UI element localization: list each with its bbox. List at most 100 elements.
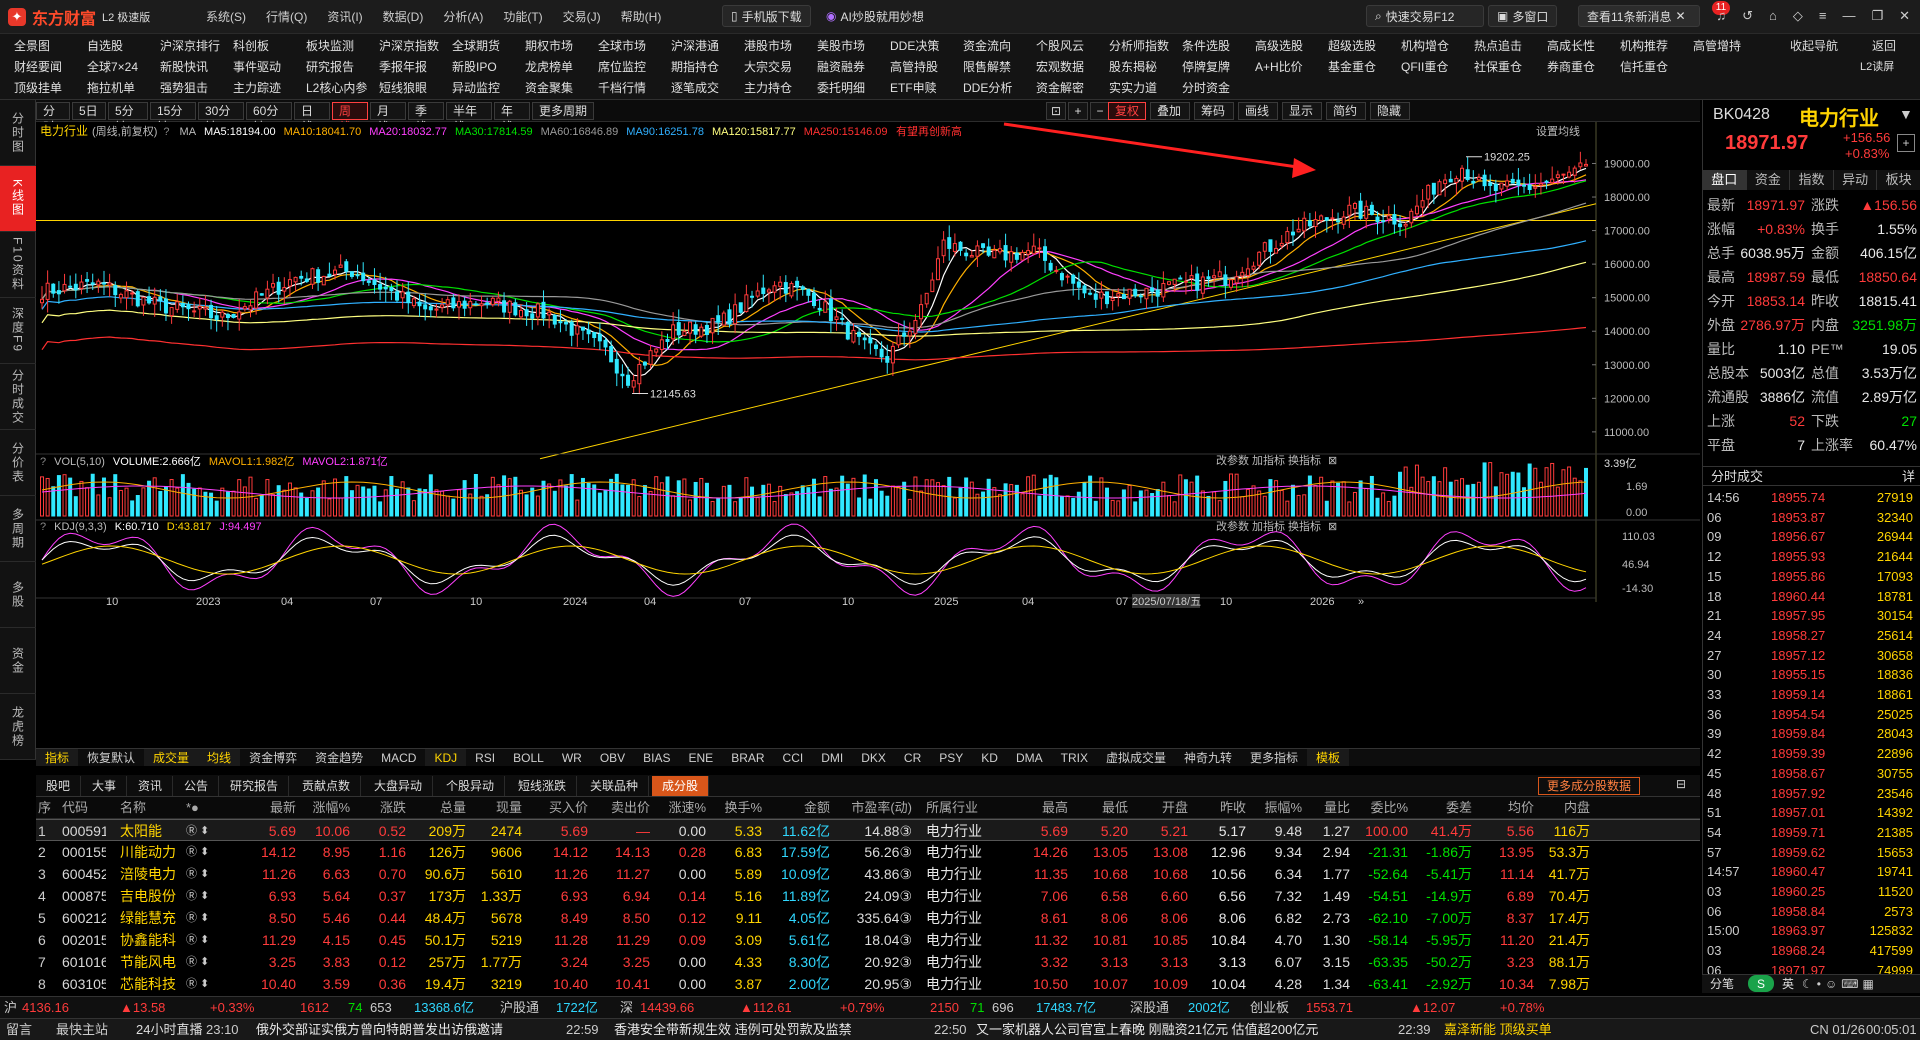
- nav-menu-item[interactable]: 全球7×24: [87, 60, 139, 74]
- table-row[interactable]: 3 600452 涪陵电力 Ⓡ ⬍ 11.26 6.63 0.70 90.6万 5610 11.2…: [36, 863, 1700, 885]
- nav-menu-item[interactable]: QFII重仓: [1401, 60, 1449, 74]
- plus-icon[interactable]: +: [1068, 102, 1088, 120]
- nav-menu-item[interactable]: 异动监控: [452, 81, 501, 95]
- nav-menu-item[interactable]: 个股风云: [1036, 39, 1085, 53]
- quote-tab[interactable]: 指数: [1790, 170, 1834, 190]
- nav-menu-item[interactable]: 高成长性: [1547, 39, 1596, 53]
- nav-menu-item[interactable]: 资金流向: [963, 39, 1012, 53]
- indicator-tab[interactable]: WR: [561, 751, 582, 765]
- info-tab[interactable]: 贡献点数: [292, 776, 362, 796]
- collapse-nav-link[interactable]: 收起导航: [1790, 39, 1839, 53]
- column-settings-icon[interactable]: *●: [186, 800, 199, 815]
- table-row[interactable]: 6 002015 协鑫能科 Ⓡ ⬍ 11.29 4.15 0.45 50.1万 5219 11.2…: [36, 929, 1700, 951]
- indicator-tab[interactable]: BIAS: [643, 751, 671, 765]
- quote-tab[interactable]: 异动: [1833, 170, 1878, 190]
- period-tab[interactable]: 月线: [370, 102, 406, 134]
- back-link[interactable]: 返回: [1872, 39, 1897, 53]
- indicator-tab[interactable]: 成交量: [144, 749, 199, 766]
- column-header[interactable]: 现量: [495, 800, 522, 815]
- nav-menu-item[interactable]: 高级选股: [1255, 39, 1304, 53]
- nav-menu-item[interactable]: 融资融券: [817, 60, 866, 74]
- table-row[interactable]: 4 000875 吉电股份 Ⓡ ⬍ 6.93 5.64 0.37 173万 1.33万 6.93 6…: [36, 885, 1700, 907]
- info-tab[interactable]: 关联品种: [580, 776, 650, 796]
- nav-menu-item[interactable]: 实实力道: [1109, 81, 1158, 95]
- indicator-tab[interactable]: 均线: [198, 749, 241, 766]
- nav-menu-item[interactable]: 短线狼眼: [379, 81, 428, 95]
- info-tab[interactable]: 大盘异动: [364, 776, 434, 796]
- column-header[interactable]: 总量: [439, 800, 466, 815]
- indicator-tab[interactable]: 神奇九转: [1183, 751, 1232, 765]
- period-tab[interactable]: 更多周期: [532, 102, 594, 120]
- menu-icon[interactable]: ≡: [1818, 8, 1827, 23]
- info-tab[interactable]: 研究报告: [220, 776, 290, 796]
- nav-menu-item[interactable]: 主力踪迹: [233, 81, 282, 95]
- system-menu-item[interactable]: 分析(A): [443, 10, 484, 24]
- restore-icon[interactable]: ❐: [1871, 8, 1884, 23]
- news-ticker-item[interactable]: 22:59: [566, 1022, 599, 1037]
- indicator-tab[interactable]: OBV: [599, 751, 626, 765]
- nav-menu-item[interactable]: 板块监测: [306, 39, 355, 53]
- nav-menu-item[interactable]: 机构增仓: [1401, 39, 1450, 53]
- view-tab[interactable]: 分时图: [0, 100, 36, 166]
- ime-icon[interactable]: S: [1748, 975, 1774, 992]
- indicator-tab[interactable]: 模板: [1307, 749, 1350, 766]
- nav-menu-item[interactable]: 限售解禁: [963, 60, 1012, 74]
- view-tab[interactable]: F10资料: [0, 232, 36, 298]
- nav-menu-item[interactable]: 停牌复牌: [1182, 60, 1231, 74]
- nav-menu-item[interactable]: 美股市场: [817, 39, 866, 53]
- indicator-tab[interactable]: KD: [981, 751, 998, 765]
- news-ticker-item[interactable]: 23:10: [206, 1022, 239, 1037]
- column-header[interactable]: 最低: [1101, 800, 1128, 815]
- table-row[interactable]: 5 600212 绿能慧充 Ⓡ ⬍ 8.50 5.46 0.44 48.4万 5678 8.49 8…: [36, 907, 1700, 929]
- chart-tool-button[interactable]: 显示: [1282, 102, 1322, 120]
- app-logo[interactable]: ✦ 东方财富 L2 极速版: [8, 6, 150, 28]
- nav-menu-item[interactable]: 股东揭秘: [1109, 60, 1158, 74]
- info-tab[interactable]: 成分股: [652, 776, 710, 796]
- system-menu-item[interactable]: 系统(S): [206, 10, 246, 24]
- back-icon[interactable]: ↺: [1742, 8, 1753, 23]
- info-tab[interactable]: 资讯: [128, 776, 174, 796]
- chart-tool-button[interactable]: 叠加: [1150, 102, 1190, 120]
- kdj-tool-link[interactable]: 换指标: [1288, 519, 1321, 533]
- column-header[interactable]: 开盘: [1161, 800, 1188, 815]
- table-row[interactable]: 7 601016 节能风电 Ⓡ ⬍ 3.25 3.83 0.12 257万 1.77万 3.24 3…: [36, 951, 1700, 973]
- table-row[interactable]: 1 000591 太阳能 Ⓡ ⬍ 5.69 10.06 0.52 209万 2474 5.69 — 0…: [36, 819, 1700, 841]
- nav-menu-item[interactable]: 分析师指数: [1109, 39, 1170, 53]
- column-header[interactable]: 振幅%: [1264, 800, 1302, 815]
- indicator-tab[interactable]: 资金趋势: [315, 751, 364, 765]
- kline-chart[interactable]: 19000.00 18000.00 17000.00 16000.00 15000.00…: [36, 122, 1700, 748]
- view-tab[interactable]: K线图: [0, 166, 36, 232]
- nav-menu-item[interactable]: 研究报告: [306, 60, 355, 74]
- nav-menu-item[interactable]: 拖拉机单: [87, 81, 136, 95]
- system-menu-item[interactable]: 行情(Q): [266, 10, 308, 24]
- column-header[interactable]: 买入价: [548, 800, 588, 815]
- quote-tab[interactable]: 盘口: [1703, 170, 1747, 190]
- nav-menu-item[interactable]: 科创板: [233, 39, 270, 53]
- column-header[interactable]: 最高: [1041, 800, 1068, 815]
- news-ticker-item[interactable]: 俄外交部证实俄方曾向特朗普发出访俄邀请: [256, 1022, 504, 1037]
- column-header[interactable]: 市盈率(动): [851, 800, 912, 815]
- nav-menu-item[interactable]: 新股IPO: [452, 60, 497, 74]
- close-window-icon[interactable]: ✕: [1899, 8, 1910, 23]
- column-header[interactable]: 量比: [1323, 800, 1350, 815]
- system-menu-item[interactable]: 交易(J): [562, 10, 601, 24]
- info-tab[interactable]: 股吧: [36, 776, 82, 796]
- indicator-tab[interactable]: ENE: [688, 751, 714, 765]
- system-menu-item[interactable]: 资讯(I): [327, 10, 363, 24]
- system-menu-item[interactable]: 功能(T): [503, 10, 543, 24]
- news-ticker-item[interactable]: 最快主站: [56, 1022, 109, 1037]
- close-panel-icon[interactable]: ⊠: [1328, 521, 1337, 533]
- nav-menu-item[interactable]: 沪深港通: [671, 39, 720, 53]
- column-header[interactable]: 委差: [1445, 800, 1472, 815]
- ime-tools-icon[interactable]: ☾•☺⌨▦: [1802, 977, 1878, 991]
- nav-menu-item[interactable]: L2核心内参: [306, 81, 368, 95]
- nav-menu-item[interactable]: 强势狙击: [160, 81, 209, 95]
- view-tab[interactable]: 龙虎榜: [0, 694, 36, 760]
- nav-menu-item[interactable]: 沪深京排行: [160, 39, 221, 53]
- vol-tool-link[interactable]: 加指标: [1252, 453, 1285, 467]
- nav-menu-item[interactable]: 全球市场: [598, 39, 647, 53]
- nav-menu-item[interactable]: 资金聚集: [525, 81, 574, 95]
- quick-trade-search[interactable]: ⌕ 快速交易F12: [1366, 5, 1484, 27]
- nav-menu-item[interactable]: 大宗交易: [744, 60, 793, 74]
- news-button[interactable]: 查看11条新消息 ✕: [1578, 5, 1700, 27]
